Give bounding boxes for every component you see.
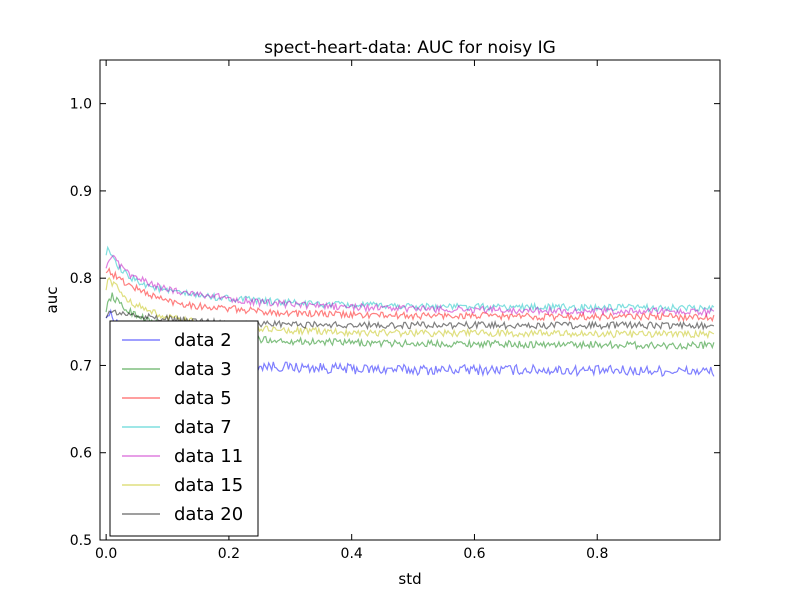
x-axis-label: std [398, 570, 421, 588]
y-tick-label: 0.5 [70, 533, 92, 549]
y-tick-label: 0.8 [70, 271, 92, 287]
ticks-layer: 0.0 0.2 0.4 0.6 0.8 0.5 0.6 0.7 0.8 0.9 1.0 [70, 60, 720, 562]
x-tick-label: 0.0 [95, 546, 117, 562]
legend: data 2 data 3 data 5 data 7 data 11 data 15 da… [109, 320, 259, 537]
series-line-data-5 [105, 266, 715, 323]
x-tick-label: 0.4 [341, 546, 363, 562]
series-line-data-20 [105, 309, 715, 331]
y-tick-label: 1.0 [70, 97, 92, 113]
legend-entry: data 11 [174, 446, 243, 467]
y-tick-label: 0.7 [70, 358, 92, 374]
x-tick-label: 0.8 [586, 546, 608, 562]
legend-entry: data 20 [174, 504, 243, 525]
legend-box [109, 320, 259, 537]
x-tick-label: 0.6 [463, 546, 485, 562]
legend-entry: data 5 [174, 388, 232, 409]
legend-entry: data 15 [174, 475, 243, 496]
legend-entry: data 3 [174, 359, 232, 380]
series-line-data-11 [105, 254, 715, 318]
x-tick-label: 0.2 [218, 546, 240, 562]
chart-title: spect-heart-data: AUC for noisy IG [264, 38, 556, 58]
y-axis-label: auc [43, 287, 61, 314]
legend-entry: data 7 [174, 417, 232, 438]
y-tick-label: 0.9 [70, 184, 92, 200]
plot-area-frame [99, 59, 721, 541]
y-tick-label: 0.6 [70, 446, 92, 462]
legend-entry: data 2 [174, 330, 232, 351]
